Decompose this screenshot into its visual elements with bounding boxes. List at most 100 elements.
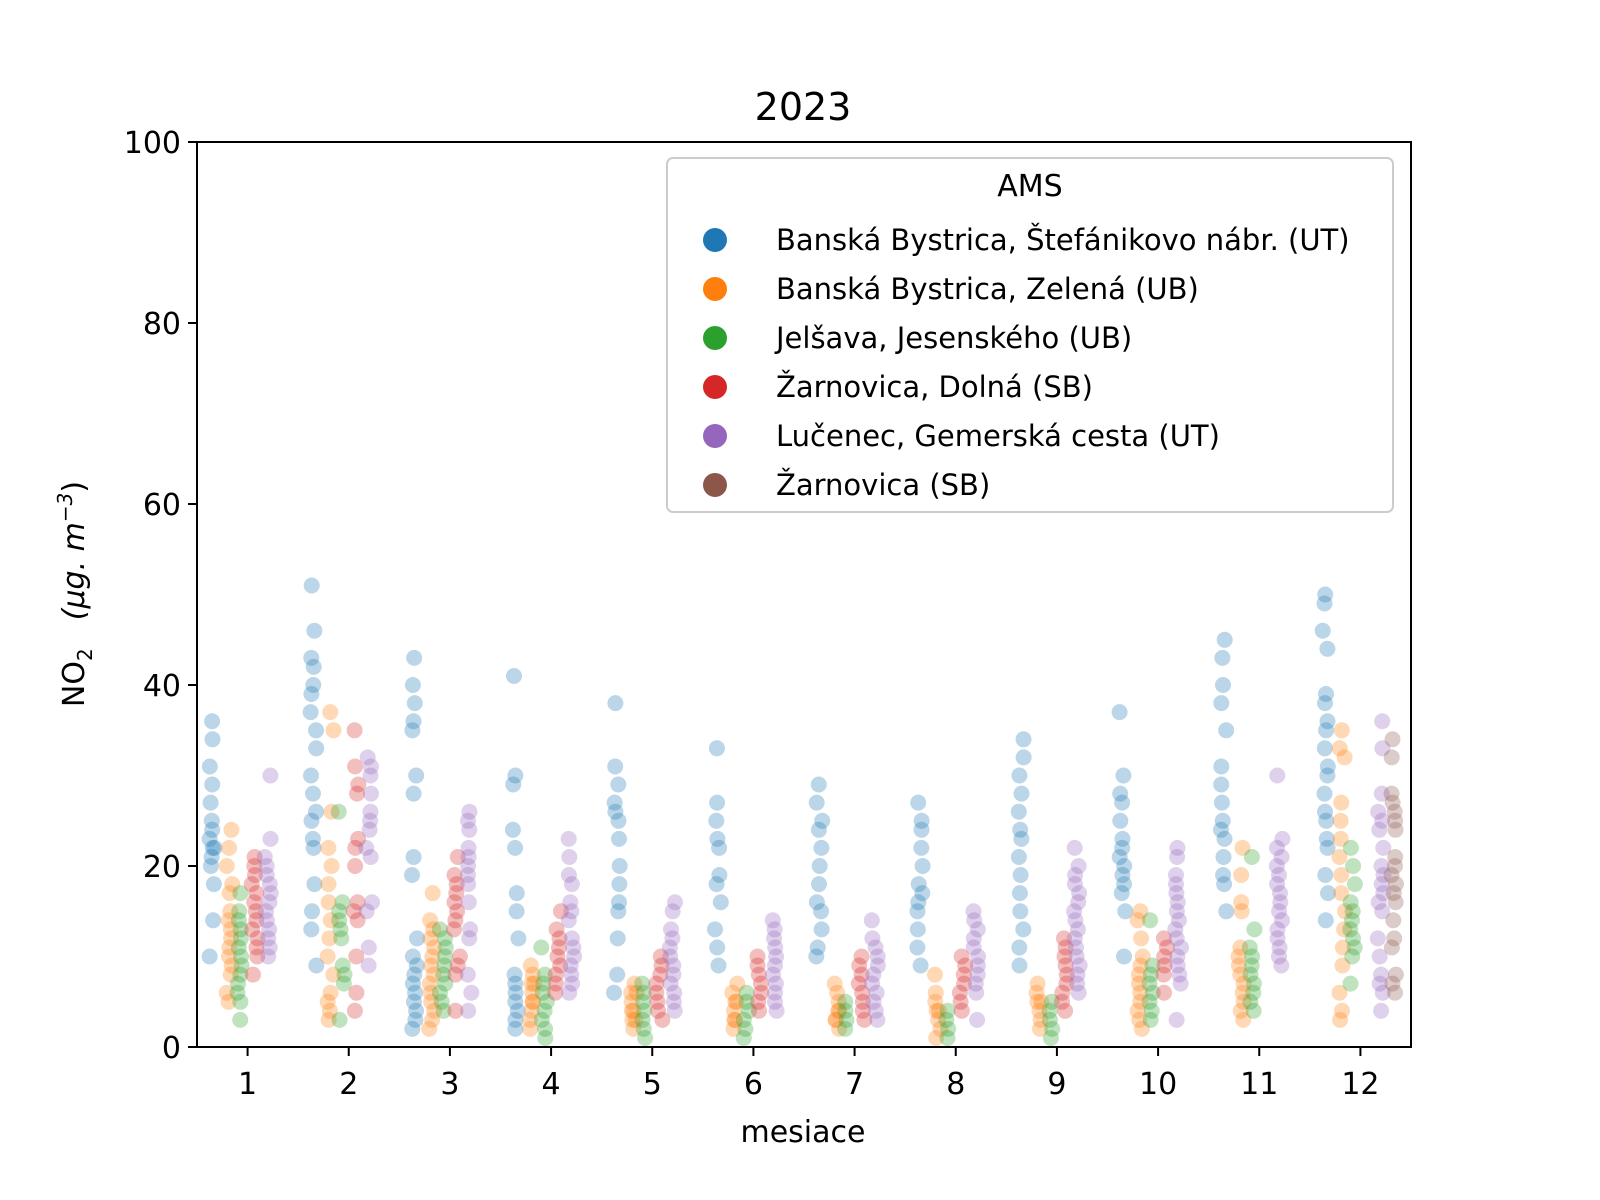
data-point (1133, 1020, 1150, 1037)
data-point (426, 1002, 443, 1019)
data-point (913, 821, 930, 838)
data-point (1068, 939, 1084, 956)
data-point (652, 948, 669, 965)
y-label-unit-pre: (μg. m (57, 522, 92, 620)
data-point (202, 794, 219, 811)
data-point (322, 912, 339, 929)
data-point (1130, 966, 1147, 983)
data-point (246, 849, 263, 865)
data-point (1271, 903, 1288, 920)
data-point (364, 894, 380, 911)
data-point (1032, 1011, 1049, 1028)
data-point (303, 921, 320, 938)
data-point (534, 984, 551, 1001)
data-point (230, 975, 246, 992)
data-point (1134, 948, 1151, 965)
data-point (1069, 921, 1086, 938)
x-axis-ticks: 1 2 3 4 5 6 7 8 9 10 11 12 (238, 1047, 1380, 1102)
data-point (305, 839, 322, 856)
data-point (306, 876, 323, 893)
data-point (334, 957, 351, 974)
legend-marker (703, 228, 727, 252)
data-point (854, 1002, 871, 1019)
data-point (611, 894, 627, 911)
data-point (1344, 903, 1361, 920)
legend-entry: Banská Bystrica, Zelená (UB) (703, 272, 1199, 306)
data-point (1156, 948, 1173, 965)
data-point (424, 948, 441, 965)
data-point (333, 930, 350, 947)
data-point (809, 939, 826, 956)
legend-items: Banská Bystrica, Štefánikovo nábr. (UT) B… (703, 223, 1350, 502)
data-point (1015, 749, 1032, 766)
legend-label: Jelšava, Jesenského (UB) (774, 321, 1132, 355)
data-point (303, 649, 320, 666)
data-point (201, 758, 218, 775)
data-point (1129, 912, 1146, 929)
y-label-sub: 2 (73, 648, 97, 661)
legend-marker (703, 473, 727, 497)
data-point (1143, 1002, 1160, 1019)
data-point (1071, 957, 1088, 974)
data-point (813, 903, 829, 920)
data-point (965, 903, 982, 920)
data-point (827, 1011, 844, 1028)
data-point (768, 1002, 785, 1019)
data-point (869, 957, 886, 974)
data-point (422, 912, 439, 929)
data-point (1232, 966, 1249, 983)
data-point (1233, 903, 1250, 920)
data-point (765, 966, 781, 983)
data-point (1242, 993, 1259, 1010)
data-point (811, 858, 828, 874)
data-point (1243, 957, 1260, 974)
data-point (409, 930, 426, 947)
data-point (1054, 993, 1070, 1010)
data-point (1116, 858, 1133, 874)
data-point (1156, 957, 1173, 974)
data-point (727, 1011, 744, 1028)
y-tick-label: 100 (124, 126, 181, 161)
data-point (607, 758, 624, 775)
data-point (404, 867, 420, 883)
legend-entry: Jelšava, Jesenského (UB) (703, 321, 1132, 355)
data-point (1041, 1011, 1058, 1028)
data-point (750, 966, 767, 983)
data-point (222, 921, 239, 938)
data-point (1141, 993, 1158, 1010)
data-point (431, 921, 448, 938)
data-point (1070, 984, 1087, 1001)
data-point (1213, 758, 1230, 775)
data-point (611, 830, 627, 847)
data-point (1029, 993, 1046, 1010)
data-point (927, 984, 944, 1001)
legend-entry: Žarnovica, Dolná (SB) (703, 370, 1093, 404)
data-point (610, 812, 627, 829)
data-point (910, 794, 927, 811)
data-point (533, 1011, 550, 1028)
data-point (752, 975, 769, 992)
data-point (564, 975, 581, 992)
data-point (303, 686, 320, 702)
data-point (1131, 1011, 1148, 1028)
data-point (610, 903, 627, 920)
data-point (867, 939, 884, 956)
legend-title: AMS (997, 169, 1062, 204)
data-point (735, 1030, 752, 1046)
data-point (838, 1011, 855, 1028)
data-point (308, 957, 325, 974)
data-point (303, 577, 320, 594)
data-point (404, 1020, 421, 1037)
data-point (750, 993, 767, 1010)
data-point (1011, 939, 1028, 956)
data-point (808, 794, 825, 811)
data-point (853, 966, 870, 983)
data-point (362, 803, 379, 820)
points-layer (201, 577, 1404, 1046)
data-point (561, 984, 578, 1001)
data-point (1056, 948, 1073, 965)
data-point (507, 975, 524, 992)
data-point (1373, 1002, 1390, 1019)
data-point (1159, 939, 1175, 956)
y-tick-label: 20 (143, 850, 181, 885)
